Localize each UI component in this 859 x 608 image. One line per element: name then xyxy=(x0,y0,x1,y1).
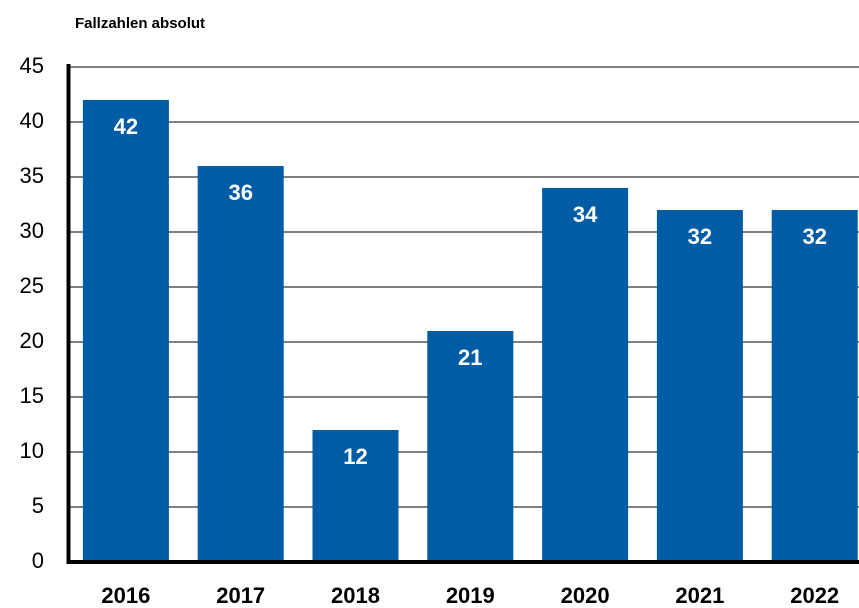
bar xyxy=(771,210,858,562)
bar xyxy=(656,210,743,562)
data-label: 36 xyxy=(228,180,252,205)
data-label: 12 xyxy=(343,444,367,469)
data-label: 21 xyxy=(458,345,482,370)
data-label: 42 xyxy=(114,114,138,139)
y-tick-label: 25 xyxy=(20,273,44,298)
bar xyxy=(312,430,399,562)
bar xyxy=(197,166,284,562)
data-label: 34 xyxy=(573,202,598,227)
y-tick-label: 5 xyxy=(32,493,44,518)
y-tick-label: 40 xyxy=(20,108,44,133)
bar xyxy=(427,331,514,562)
y-tick-label: 35 xyxy=(20,163,44,188)
y-tick-label: 30 xyxy=(20,218,44,243)
bar xyxy=(542,188,629,562)
chart-title: Fallzahlen absolut xyxy=(75,15,205,32)
y-tick-label: 15 xyxy=(20,383,44,408)
x-tick-label: 2019 xyxy=(446,583,495,608)
data-label: 32 xyxy=(688,224,712,249)
y-tick-label: 0 xyxy=(32,548,44,573)
y-tick-label: 20 xyxy=(20,328,44,353)
x-tick-label: 2017 xyxy=(216,583,265,608)
bar xyxy=(82,100,169,562)
x-tick-label: 2022 xyxy=(790,583,839,608)
x-tick-label: 2018 xyxy=(331,583,380,608)
x-tick-label: 2016 xyxy=(101,583,150,608)
y-tick-label: 10 xyxy=(20,438,44,463)
data-label: 32 xyxy=(802,224,826,249)
y-tick-label: 45 xyxy=(20,53,44,78)
x-tick-label: 2021 xyxy=(675,583,724,608)
x-tick-label: 2020 xyxy=(561,583,610,608)
